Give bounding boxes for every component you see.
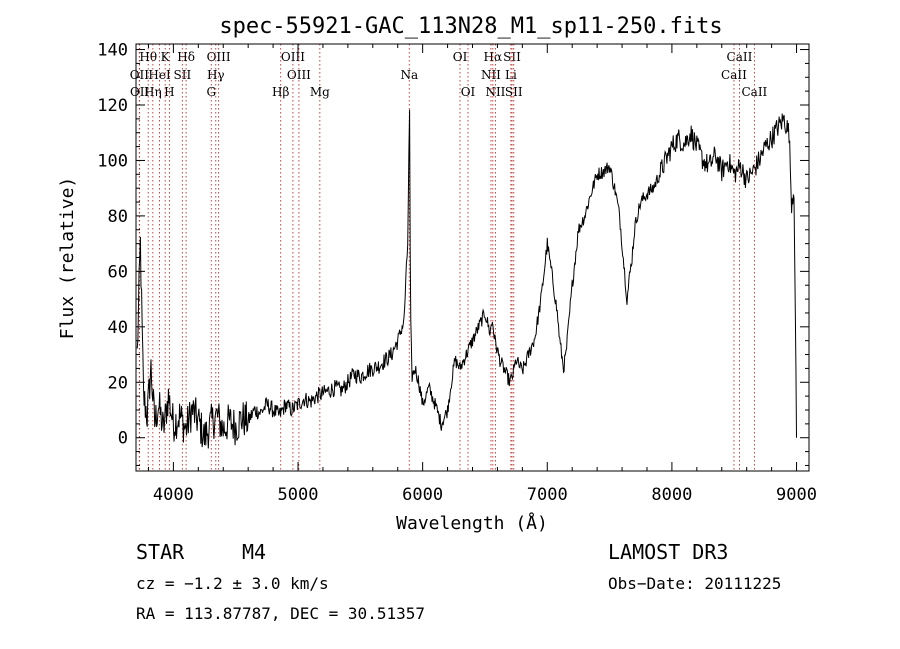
line-label-25: NII xyxy=(485,85,505,99)
y-tick-label-0: 0 xyxy=(118,429,128,449)
line-label-12: Hγ xyxy=(207,68,225,82)
line-label-22: Hβ xyxy=(272,85,289,99)
coordinates-info: RA = 113.87787, DEC = 30.51357 xyxy=(136,604,425,623)
chart-title: spec-55921-GAC_113N28_M1_sp11-250.fits xyxy=(219,14,722,39)
x-tick-label-0: 4000 xyxy=(153,485,194,505)
line-label-4: OIII xyxy=(281,50,305,64)
y-axis-label: Flux (relative) xyxy=(57,177,78,340)
line-label-2: Hδ xyxy=(177,50,195,64)
y-tick-label-1: 20 xyxy=(108,373,128,393)
line-label-5: OI xyxy=(453,50,468,64)
line-label-0: Hθ xyxy=(139,50,157,64)
line-label-13: Na xyxy=(400,68,418,82)
plot-frame xyxy=(135,43,810,472)
survey-name: LAMOST DR3 xyxy=(608,540,728,564)
line-label-17: CaII xyxy=(721,68,747,82)
redshift-info: cz = −1.2 ± 3.0 km/s xyxy=(136,574,329,593)
object-class: STAR xyxy=(136,540,185,564)
line-label-7: SII xyxy=(503,50,521,64)
line-label-16: Li xyxy=(505,68,517,82)
line-label-24: OI xyxy=(461,85,476,99)
line-label-23: Mg xyxy=(310,85,330,99)
spectrum-series xyxy=(136,109,797,449)
object-subclass: M4 xyxy=(242,540,266,564)
line-label-11: SII xyxy=(174,68,192,82)
y-axis-ticks: 0 20 40 60 80 100 120 140 xyxy=(97,41,809,466)
line-label-18: OII xyxy=(130,85,150,99)
line-label-27: CaII xyxy=(741,85,767,99)
line-label-10: HeI xyxy=(148,68,171,82)
y-tick-label-4: 80 xyxy=(108,207,128,227)
line-label-15: NII xyxy=(481,68,501,82)
line-label-21: G xyxy=(206,85,216,99)
spectrum-line xyxy=(136,109,797,449)
line-label-3: OIII xyxy=(207,50,231,64)
line-label-20: H xyxy=(164,85,174,99)
line-label-26: SII xyxy=(505,85,523,99)
observation-date: Obs−Date: 20111225 xyxy=(608,574,781,593)
y-tick-label-7: 140 xyxy=(97,41,128,61)
x-tick-label-1: 5000 xyxy=(278,485,319,505)
x-tick-label-5: 9000 xyxy=(776,485,817,505)
x-tick-label-3: 7000 xyxy=(527,485,568,505)
x-tick-label-4: 8000 xyxy=(651,485,692,505)
line-label-9: OII xyxy=(130,68,150,82)
line-label-1: K xyxy=(161,50,171,64)
line-label-19: Hη xyxy=(144,85,162,99)
line-label-6: Hα xyxy=(484,50,503,64)
line-label-14: OIII xyxy=(287,68,311,82)
line-label-8: CaII xyxy=(727,50,753,64)
x-tick-label-2: 6000 xyxy=(402,485,443,505)
y-tick-label-6: 120 xyxy=(97,96,128,116)
x-axis-label: Wavelength (Å) xyxy=(396,512,548,534)
y-tick-label-3: 60 xyxy=(108,262,128,282)
x-axis-ticks: 4000 5000 6000 7000 8000 9000 xyxy=(147,44,817,505)
y-tick-label-2: 40 xyxy=(108,318,128,338)
y-tick-label-5: 100 xyxy=(97,151,128,171)
